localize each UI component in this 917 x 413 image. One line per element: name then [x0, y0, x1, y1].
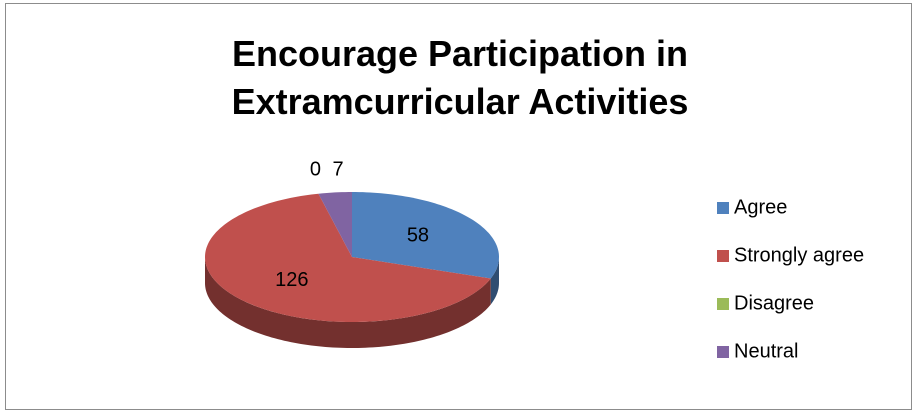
slice [352, 192, 499, 279]
legend-swatch [717, 346, 729, 358]
slice-side [490, 257, 499, 305]
data-label: 7 [333, 158, 344, 180]
legend-label: Agree [734, 196, 787, 218]
legend-label: Strongly agree [734, 244, 864, 266]
data-label: 58 [407, 225, 429, 247]
chart-border [5, 3, 912, 410]
slice [318, 192, 352, 257]
data-label: 126 [275, 269, 308, 291]
legend-label: Disagree [734, 292, 814, 314]
data-label: 0 [310, 158, 321, 180]
legend-swatch [717, 298, 729, 310]
chart-title: Encourage Participation in Extramcurricu… [231, 33, 689, 122]
slice-side [205, 257, 491, 348]
legend-swatch [717, 202, 729, 214]
legend-swatch [717, 250, 729, 262]
slice [205, 193, 491, 322]
legend-label: Neutral [734, 340, 798, 362]
